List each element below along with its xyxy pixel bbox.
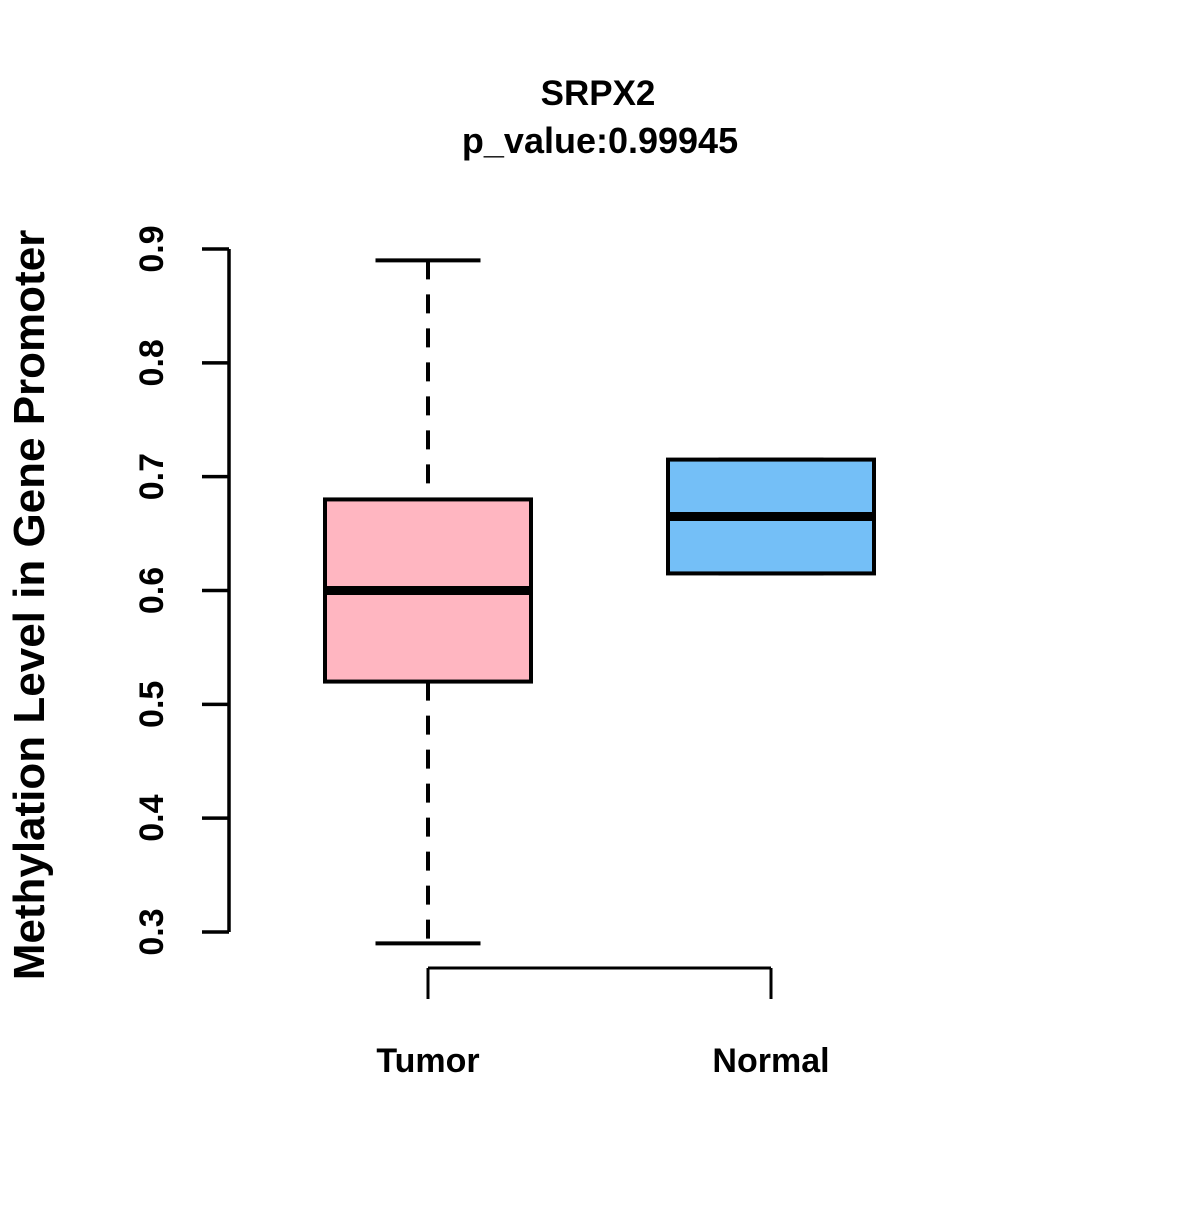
y-axis-tick-label: 0.3: [133, 908, 171, 955]
x-category-label: Tumor: [376, 1042, 479, 1080]
x-category-label: Normal: [712, 1042, 829, 1080]
y-axis-tick-label: 0.6: [133, 567, 171, 614]
y-axis-tick-label: 0.5: [133, 681, 171, 728]
x-category-labels: Tumor Normal: [376, 1042, 829, 1080]
y-axis-tick-label: 0.4: [133, 794, 171, 841]
y-axis-tick-label: 0.9: [133, 225, 171, 272]
y-axis: 0.3 0.4 0.5 0.6 0.7 0.8 0.9: [133, 225, 231, 956]
chart-title: SRPX2: [541, 74, 656, 113]
chart-subtitle: p_value:0.99945: [462, 120, 738, 161]
x-axis: [426, 966, 773, 999]
y-axis-tick-label: 0.8: [133, 339, 171, 386]
y-axis-label: Methylation Level in Gene Promoter: [5, 230, 54, 981]
box-series: [323, 258, 876, 946]
y-axis-tick-label: 0.7: [133, 453, 171, 500]
